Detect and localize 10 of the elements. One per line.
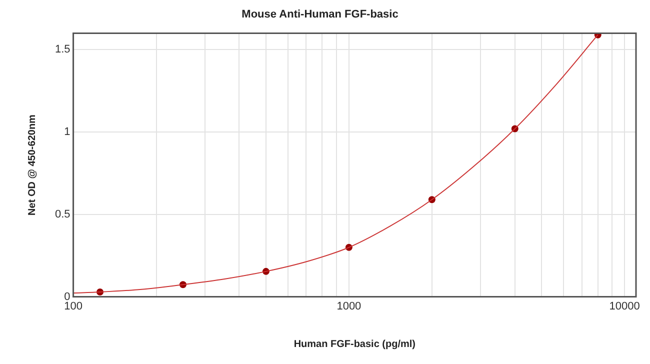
y-tick-label: 0 (64, 290, 70, 303)
x-tick-label: 10000 (609, 300, 640, 312)
x-tick-label: 100 (64, 300, 82, 312)
y-tick-label: 0.5 (54, 208, 70, 220)
y-axis-title: Net OD @ 450-620nm (26, 114, 38, 216)
x-axis-title: Human FGF-basic (pg/ml) (294, 338, 416, 350)
x-tick-label: 1000 (336, 300, 362, 312)
y-tick-label: 1 (64, 126, 70, 138)
chart-title: Mouse Anti-Human FGF-basic (242, 8, 398, 21)
y-tick-label: 1.5 (54, 44, 70, 56)
